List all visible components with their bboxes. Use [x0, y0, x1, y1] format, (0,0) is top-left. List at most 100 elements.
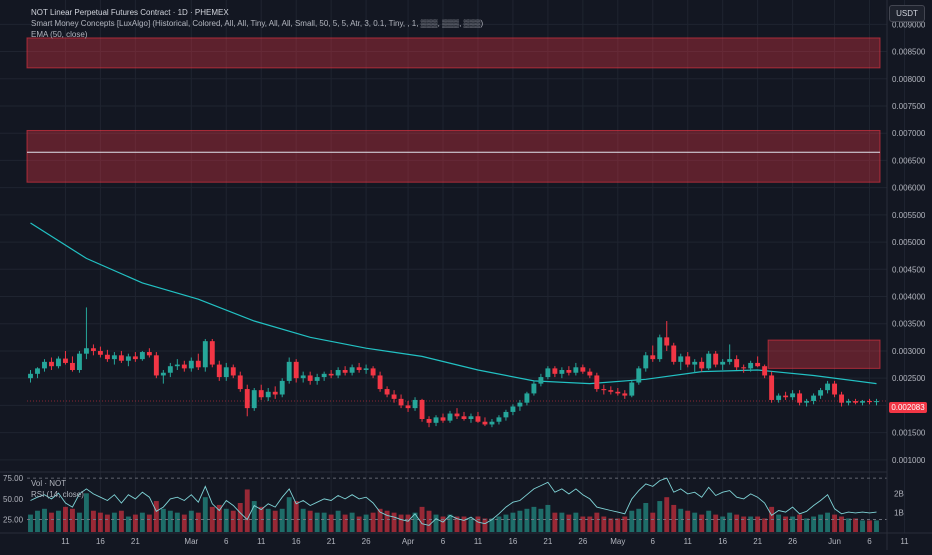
volume-bar	[587, 516, 593, 532]
volume-bar	[244, 489, 250, 532]
candle-body	[874, 401, 879, 403]
candle-body	[650, 355, 656, 360]
volume-bar	[349, 512, 355, 532]
candle	[328, 370, 334, 379]
indicator-ema-legend[interactable]: EMA (50, close)	[31, 30, 87, 40]
volume-bar	[363, 514, 369, 532]
x-tick-label: May	[610, 537, 625, 546]
candle-body	[111, 355, 117, 360]
volume-legend[interactable]: Vol · NOT	[31, 479, 67, 488]
candle-body	[174, 364, 180, 367]
candle	[398, 394, 404, 409]
candle	[685, 352, 691, 368]
candle-body	[244, 389, 250, 409]
candle	[839, 391, 844, 407]
candle	[321, 371, 327, 381]
candle	[76, 350, 82, 373]
candle	[230, 364, 236, 379]
candle-body	[125, 356, 131, 361]
indicator-smc-label[interactable]: Smart Money Concepts [LuxAlgo] (Historic…	[31, 19, 484, 28]
volume-bar	[706, 510, 712, 532]
x-tick-label: 6	[224, 537, 229, 546]
candle-body	[265, 391, 271, 398]
candle-body	[97, 350, 103, 355]
x-axis[interactable]: 11 16 21 Mar 6 11 16 21 26 Apr 6 11 16 21 26 May 6 11 16 21…	[61, 537, 932, 546]
volume-bar	[475, 516, 481, 532]
candle-body	[636, 368, 642, 383]
candle	[342, 366, 348, 376]
candle-body	[468, 416, 474, 420]
candle	[517, 399, 523, 411]
volume-bar	[846, 518, 851, 532]
volume-bar	[447, 514, 453, 532]
candle	[223, 362, 229, 381]
candle	[90, 344, 96, 356]
candle-body	[454, 413, 460, 417]
x-tick-label: 26	[788, 537, 797, 546]
y-tick-label: 0.005000	[892, 238, 926, 247]
volume-bar	[685, 510, 691, 532]
candle	[524, 391, 530, 406]
candle-body	[706, 353, 712, 369]
y-tick-label: 0.001500	[892, 429, 926, 438]
candle	[97, 346, 103, 358]
y-axis[interactable]: 0.009000 0.008500 0.008000 0.007500 0.007000…	[892, 20, 926, 465]
currency-button[interactable]: USDT	[889, 5, 925, 22]
zone-layer	[26, 37, 887, 402]
volume-bar	[538, 508, 544, 532]
candle-body	[832, 383, 838, 395]
candle	[461, 411, 467, 421]
candle-body	[188, 360, 194, 369]
volume-bar	[202, 497, 208, 532]
candle-body	[741, 367, 747, 369]
candle	[384, 386, 390, 398]
candle-body	[629, 382, 635, 396]
volume-bar	[356, 516, 362, 532]
volume-bar	[755, 516, 761, 532]
indicator-smc-legend[interactable]: Smart Money Concepts [LuxAlgo] (Historic…	[31, 19, 483, 29]
candle-body	[797, 393, 803, 403]
candle	[153, 352, 159, 379]
candle-body	[328, 373, 334, 376]
supply-zone	[26, 129, 881, 183]
y-tick-label: 0.008500	[892, 48, 926, 57]
candle	[503, 409, 509, 421]
volume-bar	[237, 503, 243, 532]
volume-bar	[195, 512, 201, 532]
rsi-legend[interactable]: RSI (14, close)	[31, 490, 84, 499]
volume-bar	[300, 508, 306, 532]
candle	[363, 364, 369, 374]
candle	[636, 366, 642, 385]
indicator-ema-label[interactable]: EMA (50, close)	[31, 30, 88, 39]
candle-body	[825, 383, 831, 391]
candle	[846, 398, 851, 406]
candle	[755, 356, 761, 368]
candle-body	[580, 367, 586, 372]
candle	[769, 371, 775, 403]
candle	[300, 371, 306, 383]
candle	[489, 419, 495, 428]
volume-bar	[692, 512, 698, 532]
x-tick-label: 26	[578, 537, 587, 546]
candle-body	[587, 371, 593, 376]
candle-body	[300, 375, 306, 379]
volume-bar	[867, 520, 872, 532]
candle-body	[496, 417, 502, 422]
volume-tick-label: 2B	[894, 489, 904, 498]
volume-bar	[699, 514, 705, 532]
candle	[167, 362, 173, 378]
candle	[594, 372, 600, 392]
candle	[776, 393, 782, 403]
symbol-legend[interactable]: NOT Linear Perpetual Futures Contract · …	[31, 8, 229, 18]
candle-body	[202, 341, 208, 368]
candle	[482, 417, 488, 427]
ema-layer	[30, 222, 877, 385]
candle	[412, 397, 418, 411]
symbol-title[interactable]: NOT Linear Perpetual Futures Contract · …	[31, 8, 229, 17]
volume-bar	[377, 508, 383, 532]
candle-body	[139, 352, 145, 360]
candle	[63, 350, 68, 365]
volume-bar	[762, 518, 768, 532]
candle	[391, 390, 397, 403]
